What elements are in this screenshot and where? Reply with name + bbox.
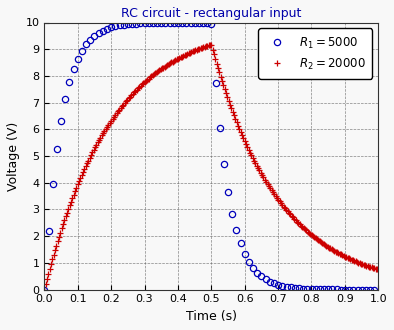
X-axis label: Time (s): Time (s) [186,310,237,323]
$R_1 = 5000$ [188,20,193,24]
$R_2 = 20000$ [209,43,214,47]
Y-axis label: Voltage (V): Voltage (V) [7,121,20,191]
Line: $R_2 = 20000$: $R_2 = 20000$ [41,41,381,293]
Line: $R_1 = 5000$: $R_1 = 5000$ [41,19,377,293]
$R_2 = 20000$ [180,54,184,58]
$R_2 = 20000$ [236,123,240,127]
$R_2 = 20000$ [273,194,278,198]
$R_2 = 20000$ [97,138,102,142]
$R_2 = 20000$ [176,57,180,61]
$R_2 = 20000$ [42,288,47,292]
$R_1 = 5000$ [338,287,343,291]
$R_1 = 5000$ [205,20,210,24]
$R_1 = 5000$ [242,252,247,256]
$R_1 = 5000$ [372,288,377,292]
$R_1 = 5000$ [259,275,264,279]
Title: RC circuit - rectangular input: RC circuit - rectangular input [121,7,301,20]
$R_1 = 5000$ [42,288,47,292]
$R_2 = 20000$ [375,267,379,271]
$R_1 = 5000$ [247,260,251,264]
Legend: $R_1 = 5000$, $R_2 = 20000$: $R_1 = 5000$, $R_2 = 20000$ [258,28,372,79]
$R_2 = 20000$ [363,263,368,267]
$R_1 = 5000$ [271,281,276,285]
